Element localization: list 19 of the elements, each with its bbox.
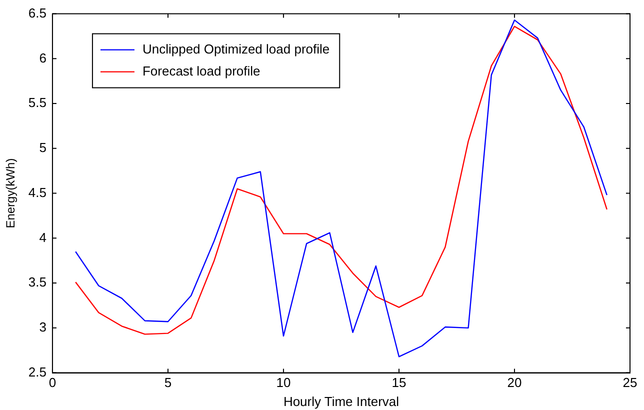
legend-label: Forecast load profile bbox=[142, 63, 260, 78]
x-tick-label: 25 bbox=[622, 375, 638, 390]
y-tick-label: 5 bbox=[39, 140, 46, 156]
x-tick-label: 10 bbox=[276, 375, 291, 390]
legend-label: Unclipped Optimized load profile bbox=[142, 41, 330, 56]
x-tick-label: 15 bbox=[392, 375, 406, 390]
y-tick-label: 3.5 bbox=[28, 274, 46, 290]
y-tick-label: 4.5 bbox=[28, 184, 46, 200]
y-tick-label: 5.5 bbox=[28, 95, 46, 110]
y-tick-label: 3 bbox=[39, 320, 46, 335]
y-tick-label: 6 bbox=[39, 50, 46, 66]
y-tick-label: 4 bbox=[39, 230, 46, 245]
x-tick-label: 20 bbox=[507, 375, 522, 390]
y-tick-label: 2.5 bbox=[28, 364, 46, 380]
x-tick-label: 5 bbox=[164, 375, 172, 390]
y-axis-title: Energy(kWh) bbox=[4, 158, 18, 228]
x-tick-label: 0 bbox=[48, 375, 56, 390]
y-tick-label: 6.5 bbox=[28, 5, 46, 20]
x-axis-title: Hourly Time Interval bbox=[283, 394, 400, 409]
